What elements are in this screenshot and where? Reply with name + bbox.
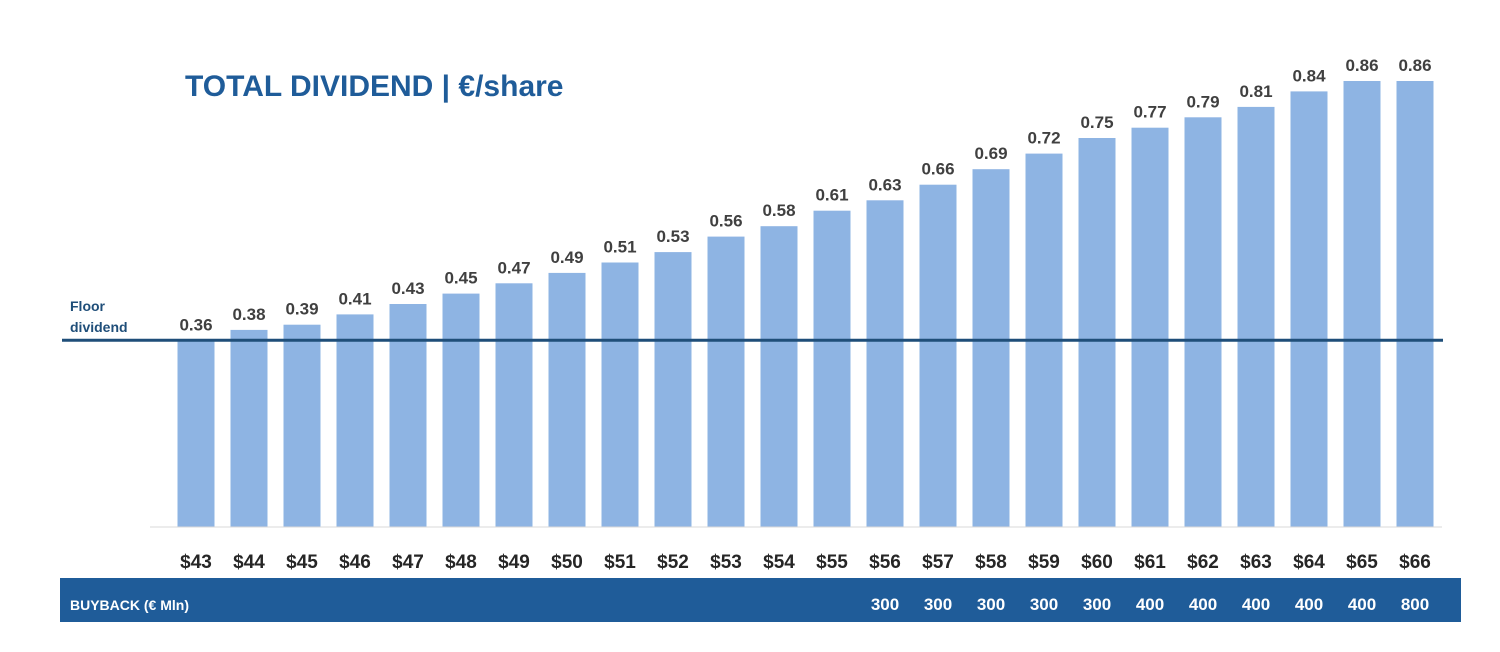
x-tick-label: $56: [869, 552, 901, 573]
x-tick-label: $58: [975, 552, 1007, 573]
value-label: 0.53: [656, 227, 689, 246]
x-tick-label: $48: [445, 552, 477, 573]
bar: [337, 314, 374, 527]
x-tick-label: $46: [339, 552, 371, 573]
value-label: 0.47: [497, 258, 530, 277]
x-tick-label: $65: [1346, 552, 1378, 573]
chart-title: TOTAL DIVIDEND | €/share: [185, 70, 564, 103]
value-label: 0.75: [1080, 113, 1113, 132]
buyback-value: 800: [1401, 595, 1429, 614]
buyback-value: 400: [1348, 595, 1376, 614]
bar: [973, 169, 1010, 527]
bar: [1291, 91, 1328, 527]
bar: [1344, 81, 1381, 527]
x-tick-label: $63: [1240, 552, 1272, 573]
bar: [761, 226, 798, 527]
buyback-value: 400: [1189, 595, 1217, 614]
buyback-label: BUYBACK (€ Mln): [70, 597, 189, 613]
bar: [496, 283, 533, 527]
x-tick-label: $59: [1028, 552, 1060, 573]
value-label: 0.66: [921, 160, 954, 179]
bar: [814, 211, 851, 527]
x-tick-label: $44: [233, 552, 265, 573]
bar: [1185, 117, 1222, 527]
value-label: 0.86: [1398, 56, 1431, 75]
value-label: 0.41: [338, 289, 371, 308]
value-label: 0.38: [232, 305, 265, 324]
buyback-value: 400: [1242, 595, 1270, 614]
value-label: 0.43: [391, 279, 424, 298]
bar: [390, 304, 427, 527]
x-tick-label: $62: [1187, 552, 1219, 573]
x-tick-label: $55: [816, 552, 848, 573]
x-tick-label: $53: [710, 552, 742, 573]
x-tick-label: $54: [763, 552, 795, 573]
buyback-value: 400: [1136, 595, 1164, 614]
bar: [920, 185, 957, 527]
x-tick-label: $61: [1134, 552, 1166, 573]
bar: [602, 263, 639, 528]
value-label: 0.79: [1186, 92, 1219, 111]
value-label: 0.58: [762, 201, 795, 220]
bar: [443, 294, 480, 527]
buyback-value: 300: [924, 595, 952, 614]
bar: [1132, 128, 1169, 527]
buyback-value: 300: [1083, 595, 1111, 614]
floor-label-line1: Floor: [70, 298, 106, 314]
x-tick-label: $50: [551, 552, 583, 573]
bar: [867, 200, 904, 527]
value-label: 0.49: [550, 248, 583, 267]
bar: [549, 273, 586, 527]
x-tick-label: $57: [922, 552, 954, 573]
value-label: 0.61: [815, 186, 848, 205]
value-label: 0.84: [1292, 66, 1326, 85]
x-tick-label: $60: [1081, 552, 1113, 573]
buyback-value: 300: [977, 595, 1005, 614]
bar: [1079, 138, 1116, 527]
value-label: 0.51: [603, 238, 636, 257]
buyback-value: 300: [871, 595, 899, 614]
x-tick-label: $52: [657, 552, 689, 573]
bar: [1238, 107, 1275, 527]
value-label: 0.77: [1133, 103, 1166, 122]
value-label: 0.39: [285, 300, 318, 319]
bar: [708, 237, 745, 527]
bar: [655, 252, 692, 527]
x-tick-label: $51: [604, 552, 636, 573]
value-label: 0.81: [1239, 82, 1272, 101]
x-tick-labels: $43 $44 $45 $46 $47 $48 $49 $50 $51 $52 $53 $54 $55 $…: [180, 552, 1431, 573]
bar: [178, 340, 215, 527]
x-tick-label: $66: [1399, 552, 1431, 573]
x-tick-label: $47: [392, 552, 424, 573]
bar: [1397, 81, 1434, 527]
value-label: 0.72: [1027, 129, 1060, 148]
floor-label-line2: dividend: [70, 319, 128, 335]
bar: [231, 330, 268, 527]
buyback-value: 400: [1295, 595, 1323, 614]
x-tick-label: $64: [1293, 552, 1325, 573]
value-label: 0.86: [1345, 56, 1378, 75]
buyback-value: 300: [1030, 595, 1058, 614]
x-tick-label: $49: [498, 552, 530, 573]
value-label: 0.45: [444, 269, 477, 288]
x-tick-label: $43: [180, 552, 212, 573]
value-label: 0.63: [868, 175, 901, 194]
x-tick-label: $45: [286, 552, 318, 573]
value-label: 0.56: [709, 212, 742, 231]
value-label: 0.69: [974, 144, 1007, 163]
value-label: 0.36: [179, 315, 212, 334]
bar: [284, 325, 321, 527]
